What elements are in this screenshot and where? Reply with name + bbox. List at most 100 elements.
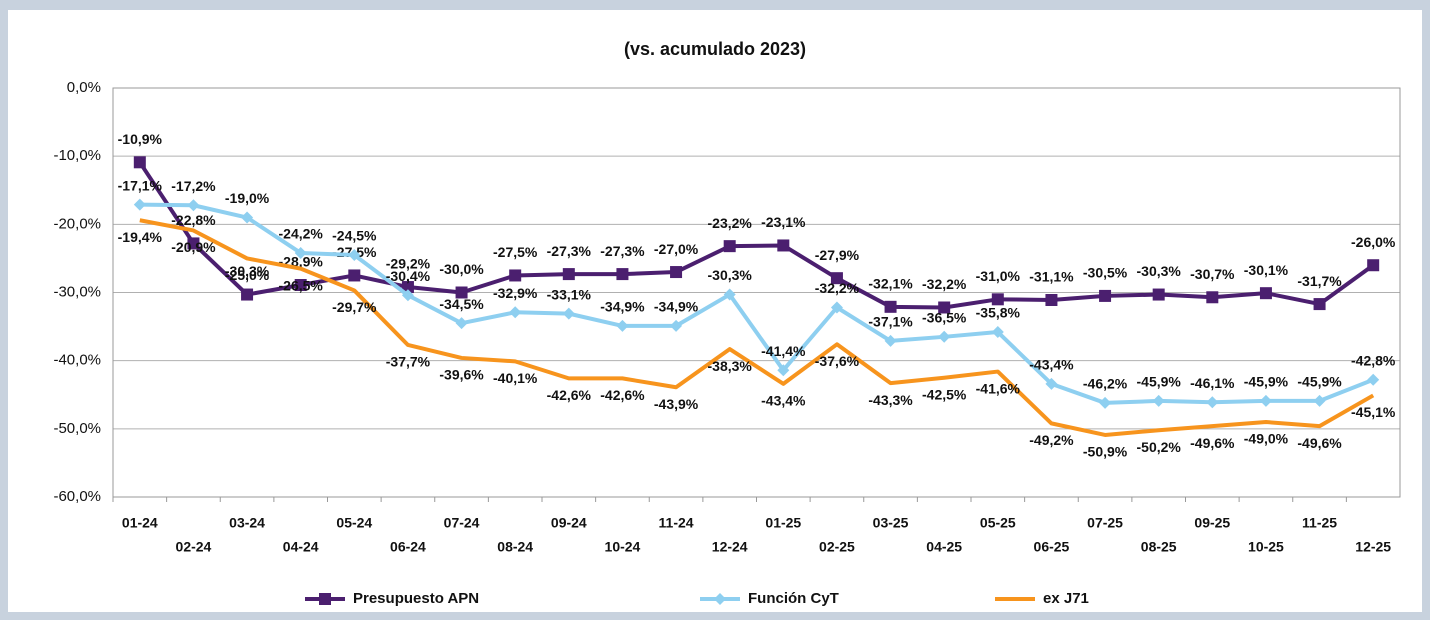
data-label: -34,5%	[439, 296, 484, 312]
data-label: -32,2%	[815, 280, 860, 296]
data-label: -41,6%	[976, 380, 1021, 396]
point	[1045, 377, 1058, 390]
x-tick-label: 12-24	[712, 539, 748, 555]
data-label: -17,2%	[171, 178, 216, 194]
data-label: -46,2%	[1083, 376, 1128, 392]
data-label: -37,6%	[815, 353, 860, 369]
point	[991, 326, 1004, 339]
data-label: -42,6%	[600, 387, 645, 403]
legend-label: ex J71	[1043, 590, 1089, 607]
point	[616, 319, 629, 332]
point	[723, 288, 736, 301]
point	[1259, 287, 1272, 300]
data-label: -50,2%	[1137, 439, 1182, 455]
data-label: -38,3%	[708, 358, 753, 374]
y-tick-label: 0,0%	[67, 79, 101, 96]
data-label: -27,9%	[815, 247, 860, 263]
data-label: -32,1%	[868, 276, 913, 292]
point	[401, 281, 414, 294]
data-label: -31,0%	[976, 268, 1021, 284]
point	[187, 237, 200, 250]
x-tick-label: 08-25	[1141, 539, 1177, 555]
data-label: -30,0%	[439, 261, 484, 277]
data-label: -30,5%	[1083, 265, 1128, 281]
point	[884, 334, 897, 347]
data-label: -42,6%	[547, 387, 592, 403]
data-label: -43,4%	[1029, 357, 1074, 373]
data-label: -27,0%	[654, 241, 699, 257]
data-label: -41,4%	[761, 343, 806, 359]
data-label: -26,0%	[1351, 234, 1396, 250]
data-label: -29,7%	[332, 299, 377, 315]
x-tick-label: 03-25	[873, 515, 909, 531]
point	[1152, 288, 1165, 301]
point	[1313, 394, 1326, 407]
point	[294, 246, 307, 259]
legend-label: Presupuesto APN	[353, 590, 479, 607]
y-tick-label: -40,0%	[53, 352, 101, 369]
x-tick-label: 02-24	[176, 539, 212, 555]
data-label: -30,7%	[1190, 266, 1235, 282]
point	[455, 286, 468, 299]
data-label: -36,5%	[922, 310, 967, 326]
point	[616, 268, 629, 281]
data-label: -46,1%	[1190, 375, 1235, 391]
x-tick-label: 11-24	[659, 515, 694, 531]
point	[133, 198, 146, 211]
point	[1152, 394, 1165, 407]
point	[562, 268, 575, 281]
x-tick-label: 11-25	[1302, 515, 1337, 531]
point	[348, 269, 361, 282]
data-label: -43,4%	[761, 393, 806, 409]
data-label: -34,9%	[600, 299, 645, 315]
point	[509, 306, 522, 319]
data-label: -22,8%	[171, 212, 216, 228]
data-label: -33,1%	[547, 286, 592, 302]
x-tick-label: 04-25	[926, 539, 962, 555]
series-line	[139, 202, 1374, 405]
point	[723, 240, 736, 253]
legend-marker	[714, 593, 726, 605]
point	[455, 317, 468, 330]
point	[1367, 373, 1380, 386]
point	[562, 307, 575, 320]
data-label: -23,2%	[708, 215, 753, 231]
point	[133, 156, 146, 169]
point	[1259, 394, 1272, 407]
x-tick-label: 10-25	[1248, 539, 1284, 555]
data-label: -39,6%	[439, 367, 484, 383]
y-tick-label: -20,0%	[53, 215, 101, 232]
point	[938, 301, 951, 314]
point	[294, 279, 307, 292]
point	[670, 266, 683, 279]
data-label: -30,3%	[225, 263, 270, 279]
x-tick-label: 06-25	[1034, 539, 1070, 555]
data-label: -42,8%	[1351, 352, 1396, 368]
data-label: -19,0%	[225, 190, 270, 206]
x-tick-label: 07-24	[444, 515, 480, 531]
data-label: -45,1%	[1351, 404, 1396, 420]
data-label: -49,6%	[1190, 435, 1235, 451]
point	[830, 272, 843, 285]
y-tick-label: -30,0%	[53, 283, 101, 300]
data-label: -35,8%	[976, 305, 1021, 321]
x-tick-label: 04-24	[283, 539, 319, 555]
point	[1313, 298, 1326, 311]
point	[938, 330, 951, 343]
y-tick-label: -60,0%	[53, 488, 101, 505]
x-tick-label: 10-24	[605, 539, 641, 555]
data-label: -27,3%	[600, 243, 645, 259]
data-label: -30,3%	[708, 267, 753, 283]
data-label: -26,5%	[279, 277, 324, 293]
x-tick-label: 09-24	[551, 515, 587, 531]
data-label: -42,5%	[922, 386, 967, 402]
data-label: -31,1%	[1029, 269, 1074, 285]
data-label: -30,1%	[1244, 262, 1289, 278]
legend-marker	[319, 593, 331, 605]
data-label: -40,1%	[493, 370, 538, 386]
data-label: -49,0%	[1244, 431, 1289, 447]
data-label: -24,5%	[332, 228, 377, 244]
x-tick-label: 05-25	[980, 515, 1016, 531]
data-label: -43,9%	[654, 396, 699, 412]
data-label: -37,1%	[868, 314, 913, 330]
